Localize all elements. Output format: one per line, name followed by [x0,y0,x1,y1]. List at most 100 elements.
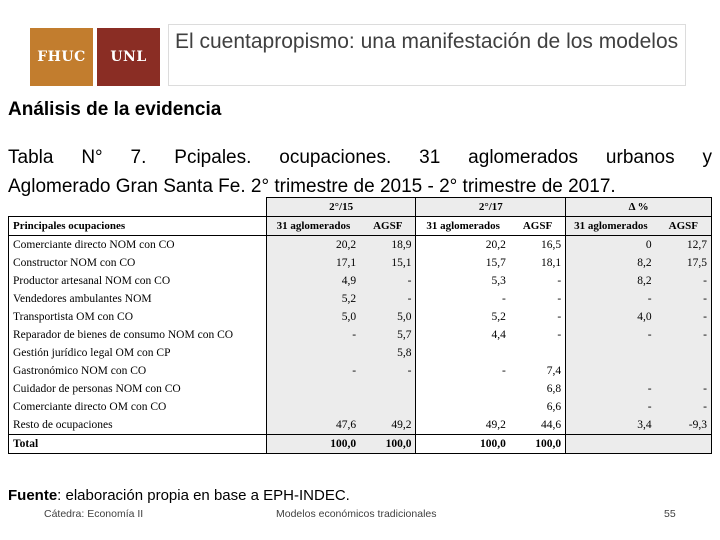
table-cell [265,380,361,398]
table-row: Comerciante directo OM con CO 6,6- - [8,398,712,416]
table-body: Comerciante directo NOM con CO 20,2 18,9 20… [8,235,712,435]
table-cell: - [509,326,567,344]
table-cell: -9,3 [655,416,712,435]
table-cell: 47,6 [265,416,361,435]
occupation-label: Gastronómico NOM con CO [8,362,267,380]
table-cell [360,398,417,416]
table-cell: 8,2 [565,254,656,272]
occupation-label: Resto de ocupaciones [8,416,267,435]
source-note: Fuente: elaboración propia en base a EPH… [8,487,350,504]
table-cell [565,434,656,454]
table-total-row: Total 100,0 100,0 100,0 100,0 [8,434,712,454]
table-cell: 12,7 [655,235,712,254]
table-cell: - [565,326,656,344]
table-cell: 5,0 [360,308,417,326]
table-cell: - [360,272,417,290]
table-row: Cuidador de personas NOM con CO 6,8- - [8,380,712,398]
source-label: Fuente [8,487,58,504]
table-cell: 16,5 [509,235,567,254]
table-caption-line-1: Tabla N° 7. Pcipales. ocupaciones. 31 ag… [8,147,712,168]
table-cell: 4,0 [565,308,656,326]
occupation-label: Transportista OM con CO [8,308,267,326]
column-header: AGSF [655,216,712,236]
table-cell: - [565,398,656,416]
table-cell [565,344,656,362]
table-cell: 49,2 [485,419,506,431]
occupation-label: Productor artesanal NOM con CO [8,272,267,290]
table-cell: 8,2 [565,272,656,290]
group-header-2017: 2°/17 [415,197,567,217]
table-row: Comerciante directo NOM con CO 20,2 18,9 20… [8,235,712,254]
occupation-label: Gestión jurídico legal OM con CP [8,344,267,362]
table-cell: 15,1 [360,254,417,272]
occupations-table: 2°/15 2°/17 Δ % Principales ocupaciones … [8,197,712,454]
table-cell: - [655,308,712,326]
footer-topic: Modelos económicos tradicionales [276,508,437,520]
table-cell [416,344,510,362]
table-cell [265,398,361,416]
table-cell [416,380,510,398]
table-cell: 100,0 [360,434,417,454]
table-cell: - [509,308,567,326]
table-row: Vendedores ambulantes NOM 5,2- - - - - [8,290,712,308]
fhuc-logo: FHUC [30,28,93,86]
table-cell: - [509,290,567,308]
institution-logos: FHUC UNL [30,28,160,86]
table-cell: 18,9 [360,235,417,254]
table-cell: 6,8 [509,380,567,398]
slide-title: El cuentapropismo: una manifestación de … [175,30,679,53]
unl-logo: UNL [97,28,160,86]
table-cell [416,398,510,416]
table-cell: 5,2 [265,290,361,308]
table-cell: 100,0 [265,434,361,454]
table-cell: 15,7 [485,257,506,269]
table-cell: 3,4 [565,416,656,435]
table-cell: 20,2 [485,239,506,251]
table-cell: - [565,380,656,398]
table-row: Transportista OM con CO 5,0 5,0 5,2-4,0- [8,308,712,326]
table-cell [509,344,567,362]
table-cell: 5,0 [265,308,361,326]
table-cell: - [655,290,712,308]
table-row: Gastronómico NOM con CO - - -7,4 [8,362,712,380]
table-cell: - [502,365,506,377]
table-row: Constructor NOM con CO 17,1 15,1 15,7 18,1 8,… [8,254,712,272]
column-header: 31 aglomerados [565,216,656,236]
table-row: Reparador de bienes de consumo NOM con C… [8,326,712,344]
table-row: Gestión jurídico legal OM con CP 5,8 [8,344,712,362]
table-cell: 100,0 [415,434,510,454]
table-cell: 0 [565,235,656,254]
table-cell [565,362,656,380]
occupation-label: Constructor NOM con CO [8,254,267,272]
table-cell [655,362,712,380]
table-caption-line-2: Aglomerado Gran Santa Fe. 2° trimestre d… [8,176,616,197]
table-cell: 6,6 [509,398,567,416]
column-header: 31 aglomerados [265,216,361,236]
table-cell: - [265,362,361,380]
table-cell: - [655,272,712,290]
table-cell: - [360,290,417,308]
column-header: 31 aglomerados [415,216,510,236]
table-cell: 7,4 [509,362,567,380]
footer-course: Cátedra: Economía II [44,508,144,520]
table-cell: - [655,398,712,416]
table-cell: - [360,362,417,380]
occupation-label: Cuidador de personas NOM con CO [8,380,267,398]
slide-title-box: El cuentapropismo: una manifestación de … [168,24,686,86]
table-cell: 5,3 [491,275,506,287]
total-label: Total [8,434,267,454]
page-number: 55 [664,508,676,520]
group-header-2015: 2°/15 [265,197,417,217]
table-cell: 100,0 [509,434,567,454]
table-cell [655,434,712,454]
table-cell [265,344,361,362]
table-cell: 4,4 [491,329,506,341]
table-cell: - [502,293,506,305]
group-header-delta: Δ % [565,197,712,217]
table-cell: - [655,380,712,398]
table-cell: 44,6 [509,416,567,435]
table-cell: 18,1 [509,254,567,272]
table-cell: 5,7 [360,326,417,344]
occupation-label: Reparador de bienes de consumo NOM con C… [8,326,267,344]
table-cell: - [655,326,712,344]
